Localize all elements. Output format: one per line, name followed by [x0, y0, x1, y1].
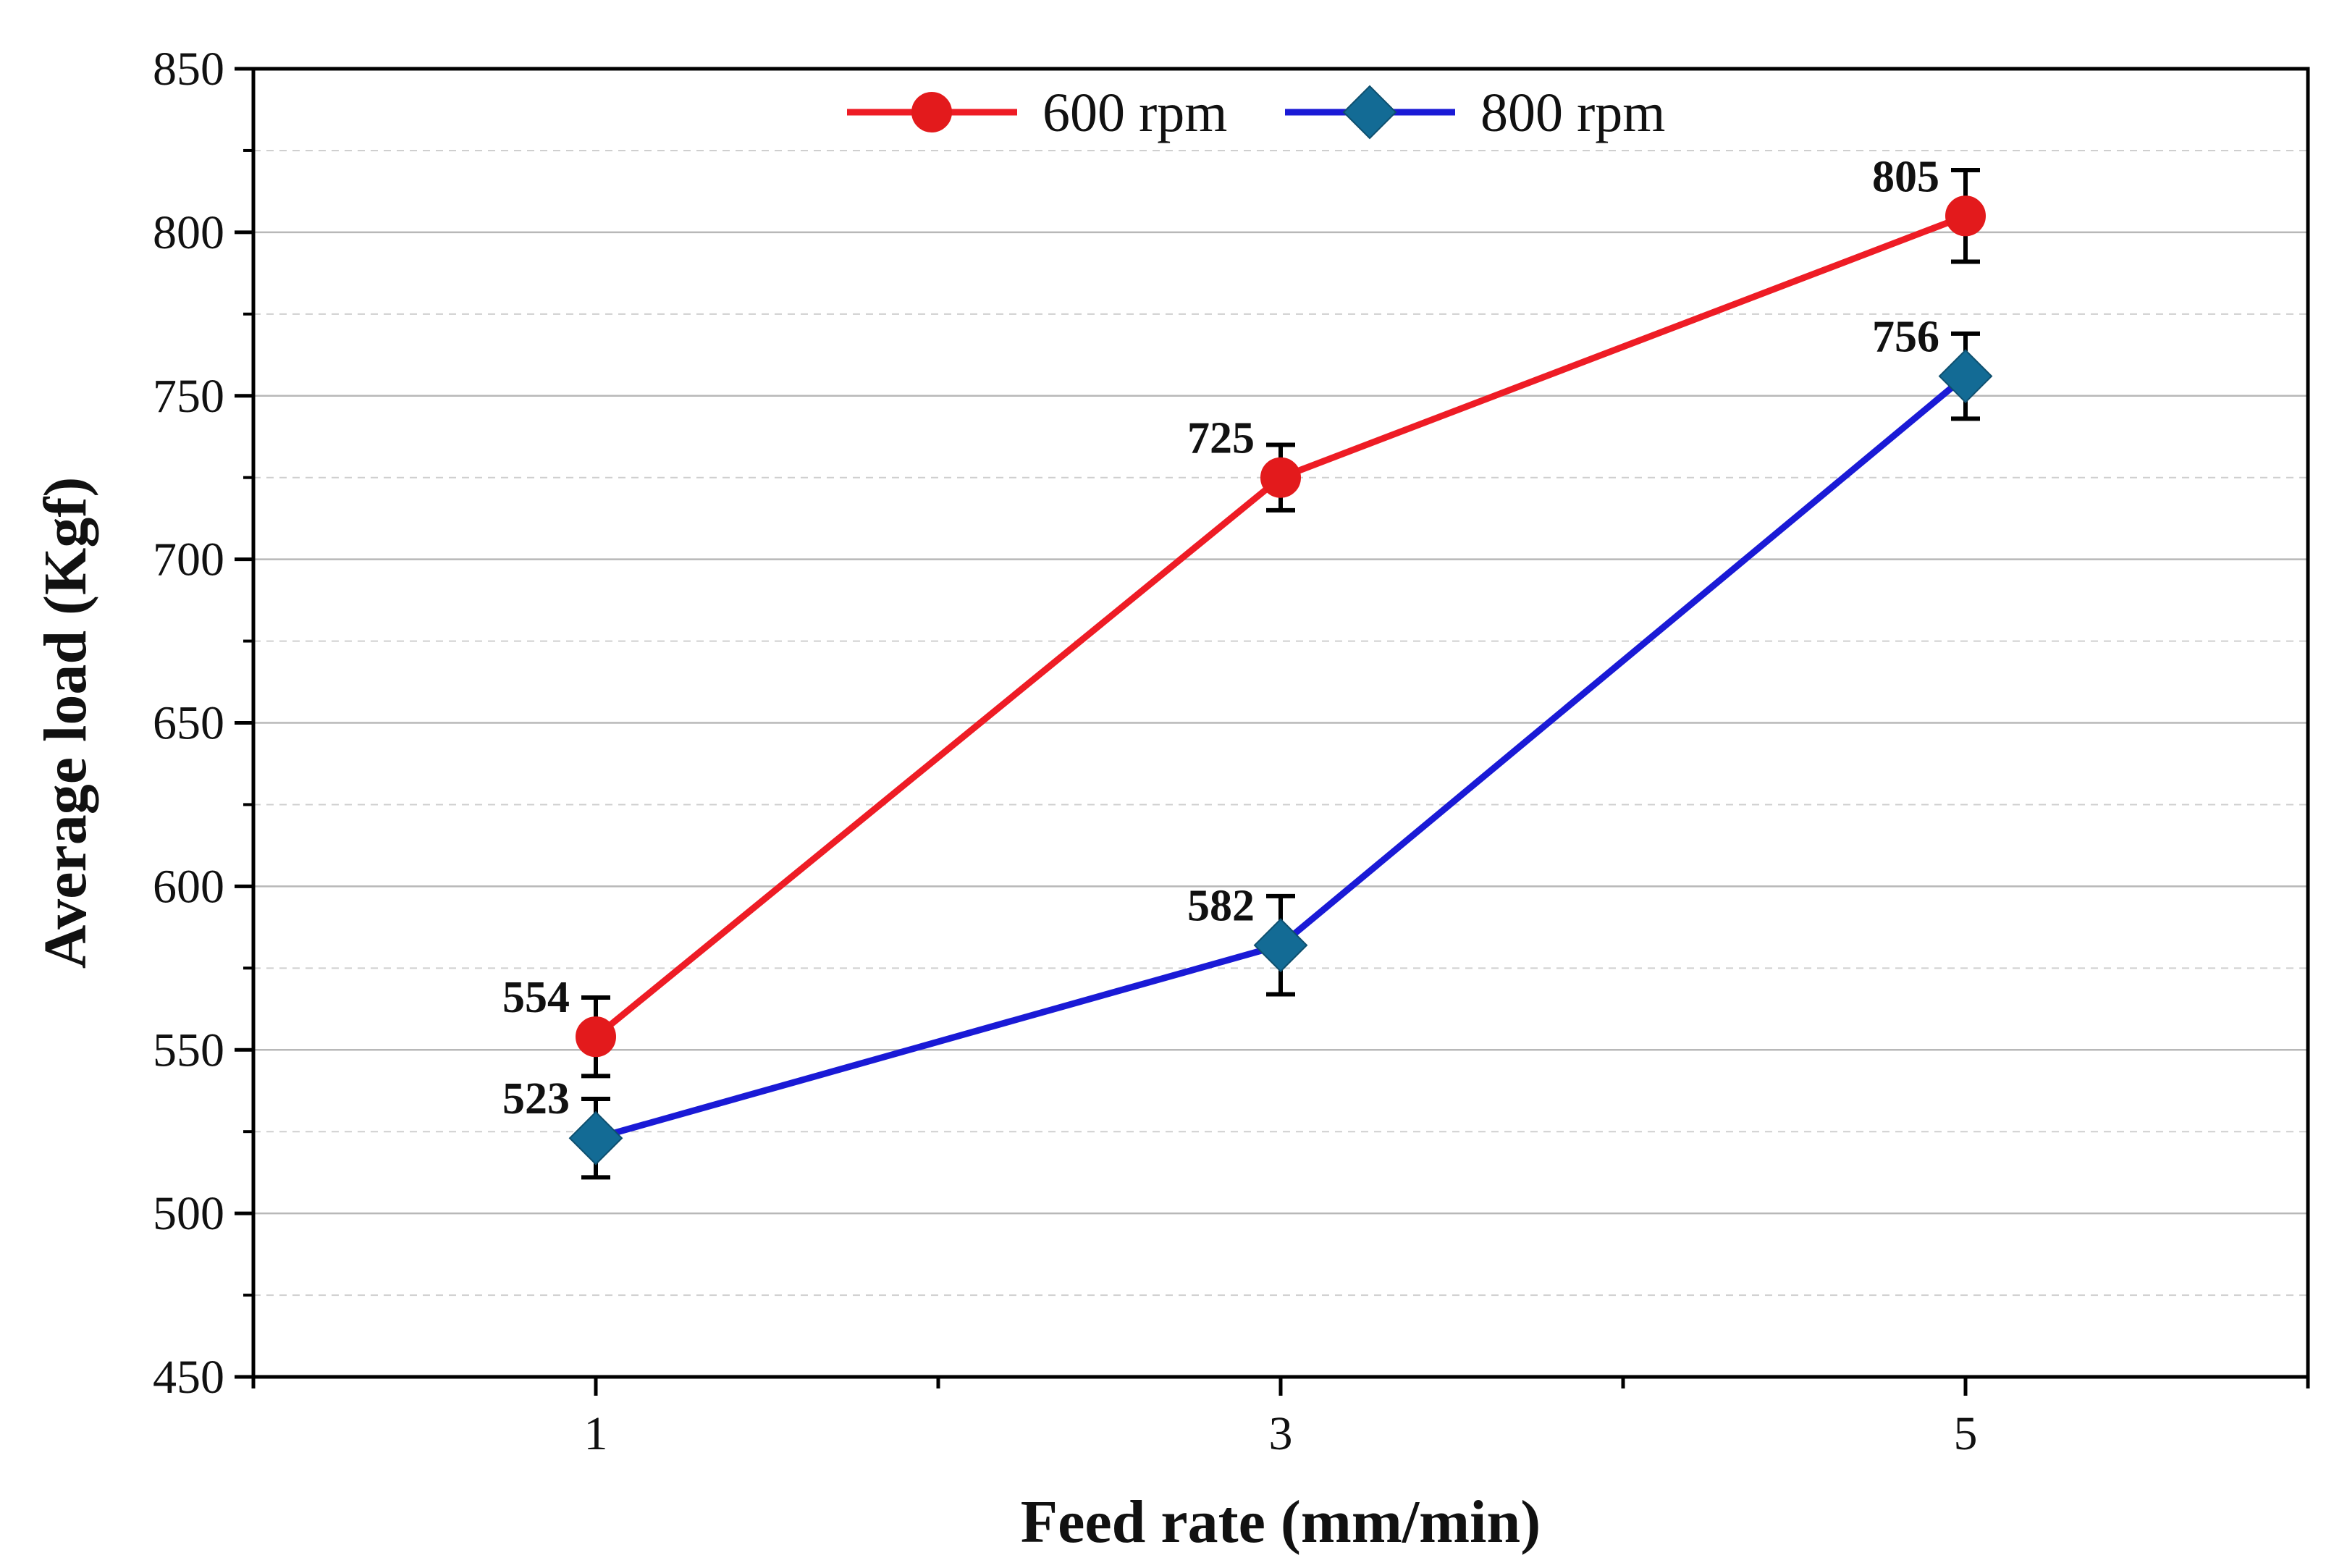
data-label: 725: [1187, 414, 1255, 463]
legend-label: 600 rpm: [1042, 83, 1227, 143]
data-label: 554: [502, 973, 570, 1022]
y-tick-label: 800: [153, 206, 224, 259]
data-point: [1945, 195, 1986, 237]
x-axis-title: Feed rate (mm/min): [1021, 1488, 1541, 1556]
data-point: [1260, 457, 1301, 498]
tick-marks: [235, 67, 2310, 1396]
x-tick-label: 3: [1269, 1407, 1293, 1460]
data-point: [1253, 918, 1308, 973]
data-label: 805: [1872, 152, 1939, 201]
y-axis-title: Average load (Kgf): [32, 477, 99, 969]
legend-marker: [1342, 85, 1397, 140]
legend-entry-800-rpm: 800 rpm: [1285, 83, 1665, 143]
legend-marker: [911, 92, 952, 132]
legend: 600 rpm 800 rpm: [847, 83, 1665, 143]
y-tick-label: 750: [153, 370, 224, 423]
data-label: 582: [1187, 882, 1255, 931]
tick-labels: 450 500 550 600 650 700 750 800 850 1 3 5: [153, 43, 1978, 1460]
series-800-rpm: [568, 331, 1993, 1180]
data-point: [576, 1016, 616, 1058]
data-point: [1938, 349, 1993, 404]
y-tick-label: 650: [153, 697, 224, 750]
y-tick-label: 450: [153, 1351, 224, 1404]
x-tick-label: 1: [584, 1407, 608, 1460]
series: [568, 168, 1993, 1180]
y-tick-label: 500: [153, 1187, 224, 1240]
data-point: [568, 1110, 623, 1166]
y-tick-label: 550: [153, 1024, 224, 1076]
x-tick-label: 5: [1954, 1407, 1978, 1460]
data-label: 523: [502, 1074, 570, 1124]
y-tick-label: 600: [153, 860, 224, 913]
legend-label: 800 rpm: [1480, 83, 1665, 143]
y-tick-label: 850: [153, 43, 224, 96]
legend-entry-600-rpm: 600 rpm: [847, 83, 1227, 143]
data-label: 756: [1872, 313, 1939, 362]
series-600-rpm: [576, 168, 1986, 1079]
data-labels: 554 725 805 523 582 756: [502, 152, 1939, 1124]
y-tick-label: 700: [153, 534, 224, 586]
